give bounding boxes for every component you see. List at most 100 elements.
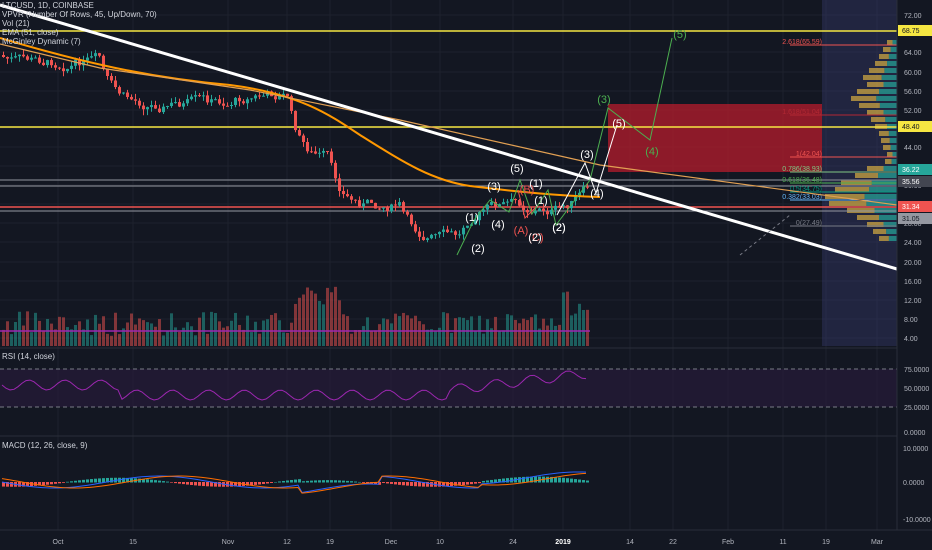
vpvr-row-up	[825, 194, 865, 199]
rsi-tick: 0.0000	[904, 430, 926, 437]
candle-body	[118, 87, 121, 94]
volume-bar	[334, 286, 337, 346]
macd-hist-bar	[266, 482, 269, 484]
volume-bar	[210, 311, 213, 346]
macd-hist-bar	[246, 482, 249, 486]
macd-hist-bar	[486, 480, 489, 483]
candle-body	[534, 210, 537, 214]
candle-body	[450, 231, 453, 233]
time-tick: Feb	[722, 539, 734, 546]
candle-body	[430, 234, 433, 239]
candle-body	[334, 162, 337, 179]
volume-bar	[330, 292, 333, 346]
indicator-vpvr[interactable]: VPVR (Number Of Rows, 45, Up/Down, 70)	[2, 10, 157, 19]
volume-bar	[518, 323, 521, 346]
price-badge-label: 31.34	[902, 204, 920, 211]
macd-hist-bar	[150, 479, 153, 483]
candle-body	[94, 53, 97, 57]
indicator-mcginley[interactable]: McGinley Dynamic (7)	[2, 37, 81, 46]
volume-bar	[542, 318, 545, 346]
fib-level-label: 0(27.49)	[796, 220, 822, 227]
volume-bar	[178, 331, 181, 346]
candle-body	[154, 105, 157, 109]
candle-body	[30, 57, 33, 60]
macd-hist-bar	[130, 478, 133, 483]
macd-hist-bar	[398, 482, 401, 485]
vpvr-row-down	[876, 96, 897, 101]
macd-hist-bar	[142, 478, 145, 483]
candle-body	[434, 234, 437, 236]
vpvr-row-down	[879, 103, 897, 108]
volume-bar	[54, 329, 57, 346]
macd-hist-bar	[494, 479, 497, 483]
volume-bar	[14, 321, 17, 346]
rsi-band	[0, 369, 897, 407]
volume-bar	[274, 313, 277, 346]
time-axis[interactable]	[0, 530, 932, 550]
target-zone	[608, 104, 822, 172]
candle-body	[578, 192, 581, 197]
fib-level-label: 0.382(33.03)	[782, 194, 822, 201]
candle-body	[190, 96, 193, 100]
candle-body	[494, 201, 497, 207]
volume-bar	[78, 321, 81, 346]
rsi-label[interactable]: RSI (14, close)	[2, 352, 55, 361]
macd-hist-bar	[6, 482, 9, 487]
macd-hist-bar	[422, 482, 425, 487]
volume-bar	[310, 290, 313, 346]
candle-body	[174, 102, 177, 104]
vpvr-row-up	[863, 75, 882, 80]
time-tick: 11	[779, 539, 786, 546]
macd-hist-bar	[406, 482, 409, 486]
macd-hist-bar	[566, 478, 569, 483]
macd-hist-bar	[358, 481, 361, 483]
volume-bar	[222, 327, 225, 346]
candle-body	[10, 57, 13, 59]
macd-hist-bar	[306, 480, 309, 483]
indicator-vol[interactable]: Vol (21)	[2, 19, 30, 28]
vpvr-row-down	[879, 89, 897, 94]
macd-hist-bar	[562, 477, 565, 483]
vpvr-row-up	[881, 138, 890, 143]
volume-bar	[466, 320, 469, 346]
fib-level-label: 2.618(65.59)	[782, 39, 822, 46]
macd-hist-bar	[66, 481, 69, 483]
macd-hist-bar	[182, 482, 185, 485]
candle-body	[422, 236, 425, 241]
vpvr-row-up	[867, 82, 884, 87]
volume-bar	[434, 331, 437, 346]
vpvr-row-down	[869, 187, 897, 192]
volume-bar	[426, 329, 429, 346]
symbol-title[interactable]: LTCUSD, 1D, COINBASE	[2, 1, 94, 10]
fib-extension: 2.618(65.59) 1.618(51.04) 1(42.04) 0.786(38…	[782, 39, 897, 227]
macd-hist-bar	[190, 482, 193, 485]
candle-body	[222, 103, 225, 106]
macd-hist-bar	[110, 477, 113, 483]
macd-hist-bar	[322, 480, 325, 483]
price-axis[interactable]	[897, 0, 932, 530]
time-tick: 14	[626, 539, 634, 546]
wave-label: (4)	[645, 146, 658, 158]
volume-bar	[66, 327, 69, 346]
volume-profile	[822, 0, 897, 346]
volume-bar	[214, 312, 217, 346]
time-tick: 12	[283, 539, 291, 546]
macd-label[interactable]: MACD (12, 26, close, 9)	[2, 441, 88, 450]
indicator-ema[interactable]: EMA (51, close)	[2, 28, 59, 37]
price-tick: 8.00	[904, 317, 918, 324]
candle-body	[358, 200, 361, 207]
vpvr-row-up	[883, 145, 891, 150]
volume-bar	[314, 293, 317, 346]
candle-body	[186, 99, 189, 104]
candle-body	[62, 68, 65, 72]
vpvr-row-up	[875, 61, 888, 66]
macd-hist-bar	[158, 480, 161, 483]
candle-body	[162, 106, 165, 113]
candle-body	[26, 56, 29, 60]
macd-hist-bar	[102, 478, 105, 483]
candle-body	[378, 208, 381, 210]
volume-bar	[522, 318, 525, 346]
price-tick: 52.00	[904, 108, 922, 115]
volume-bar	[450, 332, 453, 346]
